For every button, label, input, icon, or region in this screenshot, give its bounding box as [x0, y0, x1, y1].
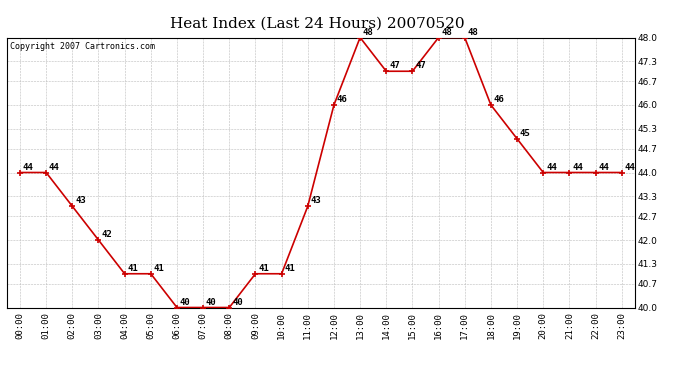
Text: 46: 46 [493, 95, 504, 104]
Text: 44: 44 [23, 163, 34, 172]
Text: 42: 42 [101, 230, 112, 239]
Text: 40: 40 [206, 298, 217, 307]
Text: Heat Index (Last 24 Hours) 20070520: Heat Index (Last 24 Hours) 20070520 [170, 17, 464, 31]
Text: 44: 44 [572, 163, 583, 172]
Text: 44: 44 [598, 163, 609, 172]
Text: 40: 40 [179, 298, 190, 307]
Text: 41: 41 [284, 264, 295, 273]
Text: 44: 44 [546, 163, 557, 172]
Text: 48: 48 [442, 28, 452, 37]
Text: 48: 48 [363, 28, 373, 37]
Text: 40: 40 [232, 298, 243, 307]
Text: 43: 43 [75, 196, 86, 206]
Text: 45: 45 [520, 129, 531, 138]
Text: 47: 47 [389, 62, 400, 70]
Text: 46: 46 [337, 95, 348, 104]
Text: 41: 41 [128, 264, 138, 273]
Text: 48: 48 [468, 28, 478, 37]
Text: 41: 41 [258, 264, 269, 273]
Text: 47: 47 [415, 62, 426, 70]
Text: 44: 44 [49, 163, 59, 172]
Text: Copyright 2007 Cartronics.com: Copyright 2007 Cartronics.com [10, 42, 155, 51]
Text: 41: 41 [154, 264, 164, 273]
Text: 44: 44 [624, 163, 635, 172]
Text: 43: 43 [310, 196, 322, 206]
